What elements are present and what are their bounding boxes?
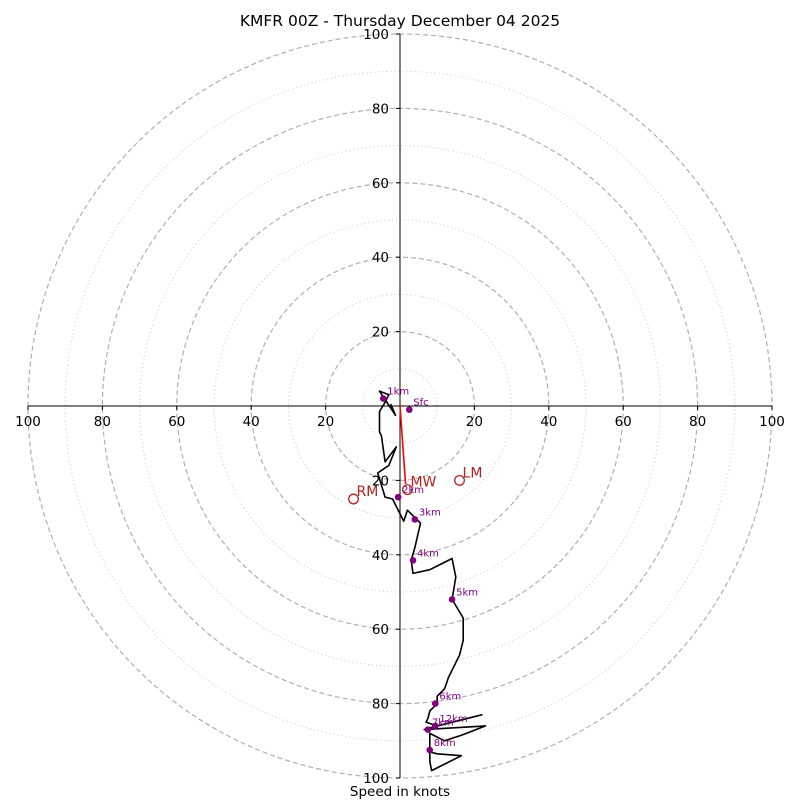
mean-wind-line — [399, 405, 407, 485]
storm-motion-label: RM — [357, 484, 379, 500]
storm-motion-markers: LM RM MW — [348, 465, 483, 505]
height-marker-dot — [406, 406, 413, 414]
y-tick-label: 60 — [372, 176, 389, 192]
x-tick-label: 40 — [540, 414, 557, 430]
height-marker-label: 7km — [432, 718, 454, 729]
y-tick-label: 100 — [363, 771, 389, 787]
x-tick-label: 100 — [759, 414, 785, 430]
chart-title: KMFR 00Z - Thursday December 04 2025 — [240, 12, 560, 30]
height-marker-dot — [426, 746, 434, 754]
y-tick-label: 100 — [363, 27, 389, 43]
x-tick-label: 20 — [466, 414, 483, 430]
x-tick-label: 40 — [243, 414, 260, 430]
storm-motion-marker — [348, 493, 359, 505]
storm-motion-marker — [401, 484, 413, 496]
height-marker-dot — [424, 726, 432, 733]
height-marker-label: 6km — [439, 692, 461, 703]
x-tick-label: 60 — [615, 414, 632, 430]
height-marker-dot — [432, 700, 439, 707]
height-marker-dot — [409, 557, 417, 564]
hodograph-trace — [376, 390, 487, 772]
height-marker-dot — [411, 516, 419, 523]
y-tick-label: 80 — [372, 101, 389, 117]
height-marker-dot — [432, 722, 439, 730]
x-tick-label: 100 — [15, 414, 41, 430]
storm-motion-label: MW — [410, 475, 436, 491]
y-tick-label: 20 — [372, 325, 389, 341]
y-tick-label: 40 — [372, 250, 389, 266]
height-marker-label: 2km — [402, 485, 424, 496]
y-tick-label: 40 — [372, 548, 389, 564]
height-marker-label: 12km — [439, 714, 467, 725]
height-marker-label: 8km — [434, 738, 456, 749]
storm-motion-label: LM — [463, 465, 483, 481]
storm-motion-marker — [454, 474, 465, 486]
height-marker-dot — [379, 395, 387, 402]
x-tick-label: 80 — [94, 414, 111, 430]
x-tick-label: 20 — [317, 414, 334, 430]
x-axis-label: Speed in knots — [350, 784, 450, 800]
height-marker-label: 4km — [417, 548, 439, 559]
y-tick-label: 80 — [372, 697, 389, 713]
hodograph-trace-group — [376, 390, 487, 772]
y-tick-label: 60 — [372, 622, 389, 638]
height-marker-label: Sfc — [413, 398, 428, 409]
x-tick-label: 60 — [168, 414, 185, 430]
x-tick-label: 80 — [689, 414, 706, 430]
height-marker-label: 3km — [419, 507, 441, 518]
height-marker-label: 1km — [387, 387, 409, 398]
height-marker-dot — [394, 493, 402, 501]
mean-wind-line-group — [399, 405, 407, 485]
x-ticks: 100 80 60 40 20 20 40 60 80 100 — [15, 406, 785, 430]
height-marker-label: 5km — [456, 587, 478, 598]
height-marker-dot — [448, 596, 456, 603]
